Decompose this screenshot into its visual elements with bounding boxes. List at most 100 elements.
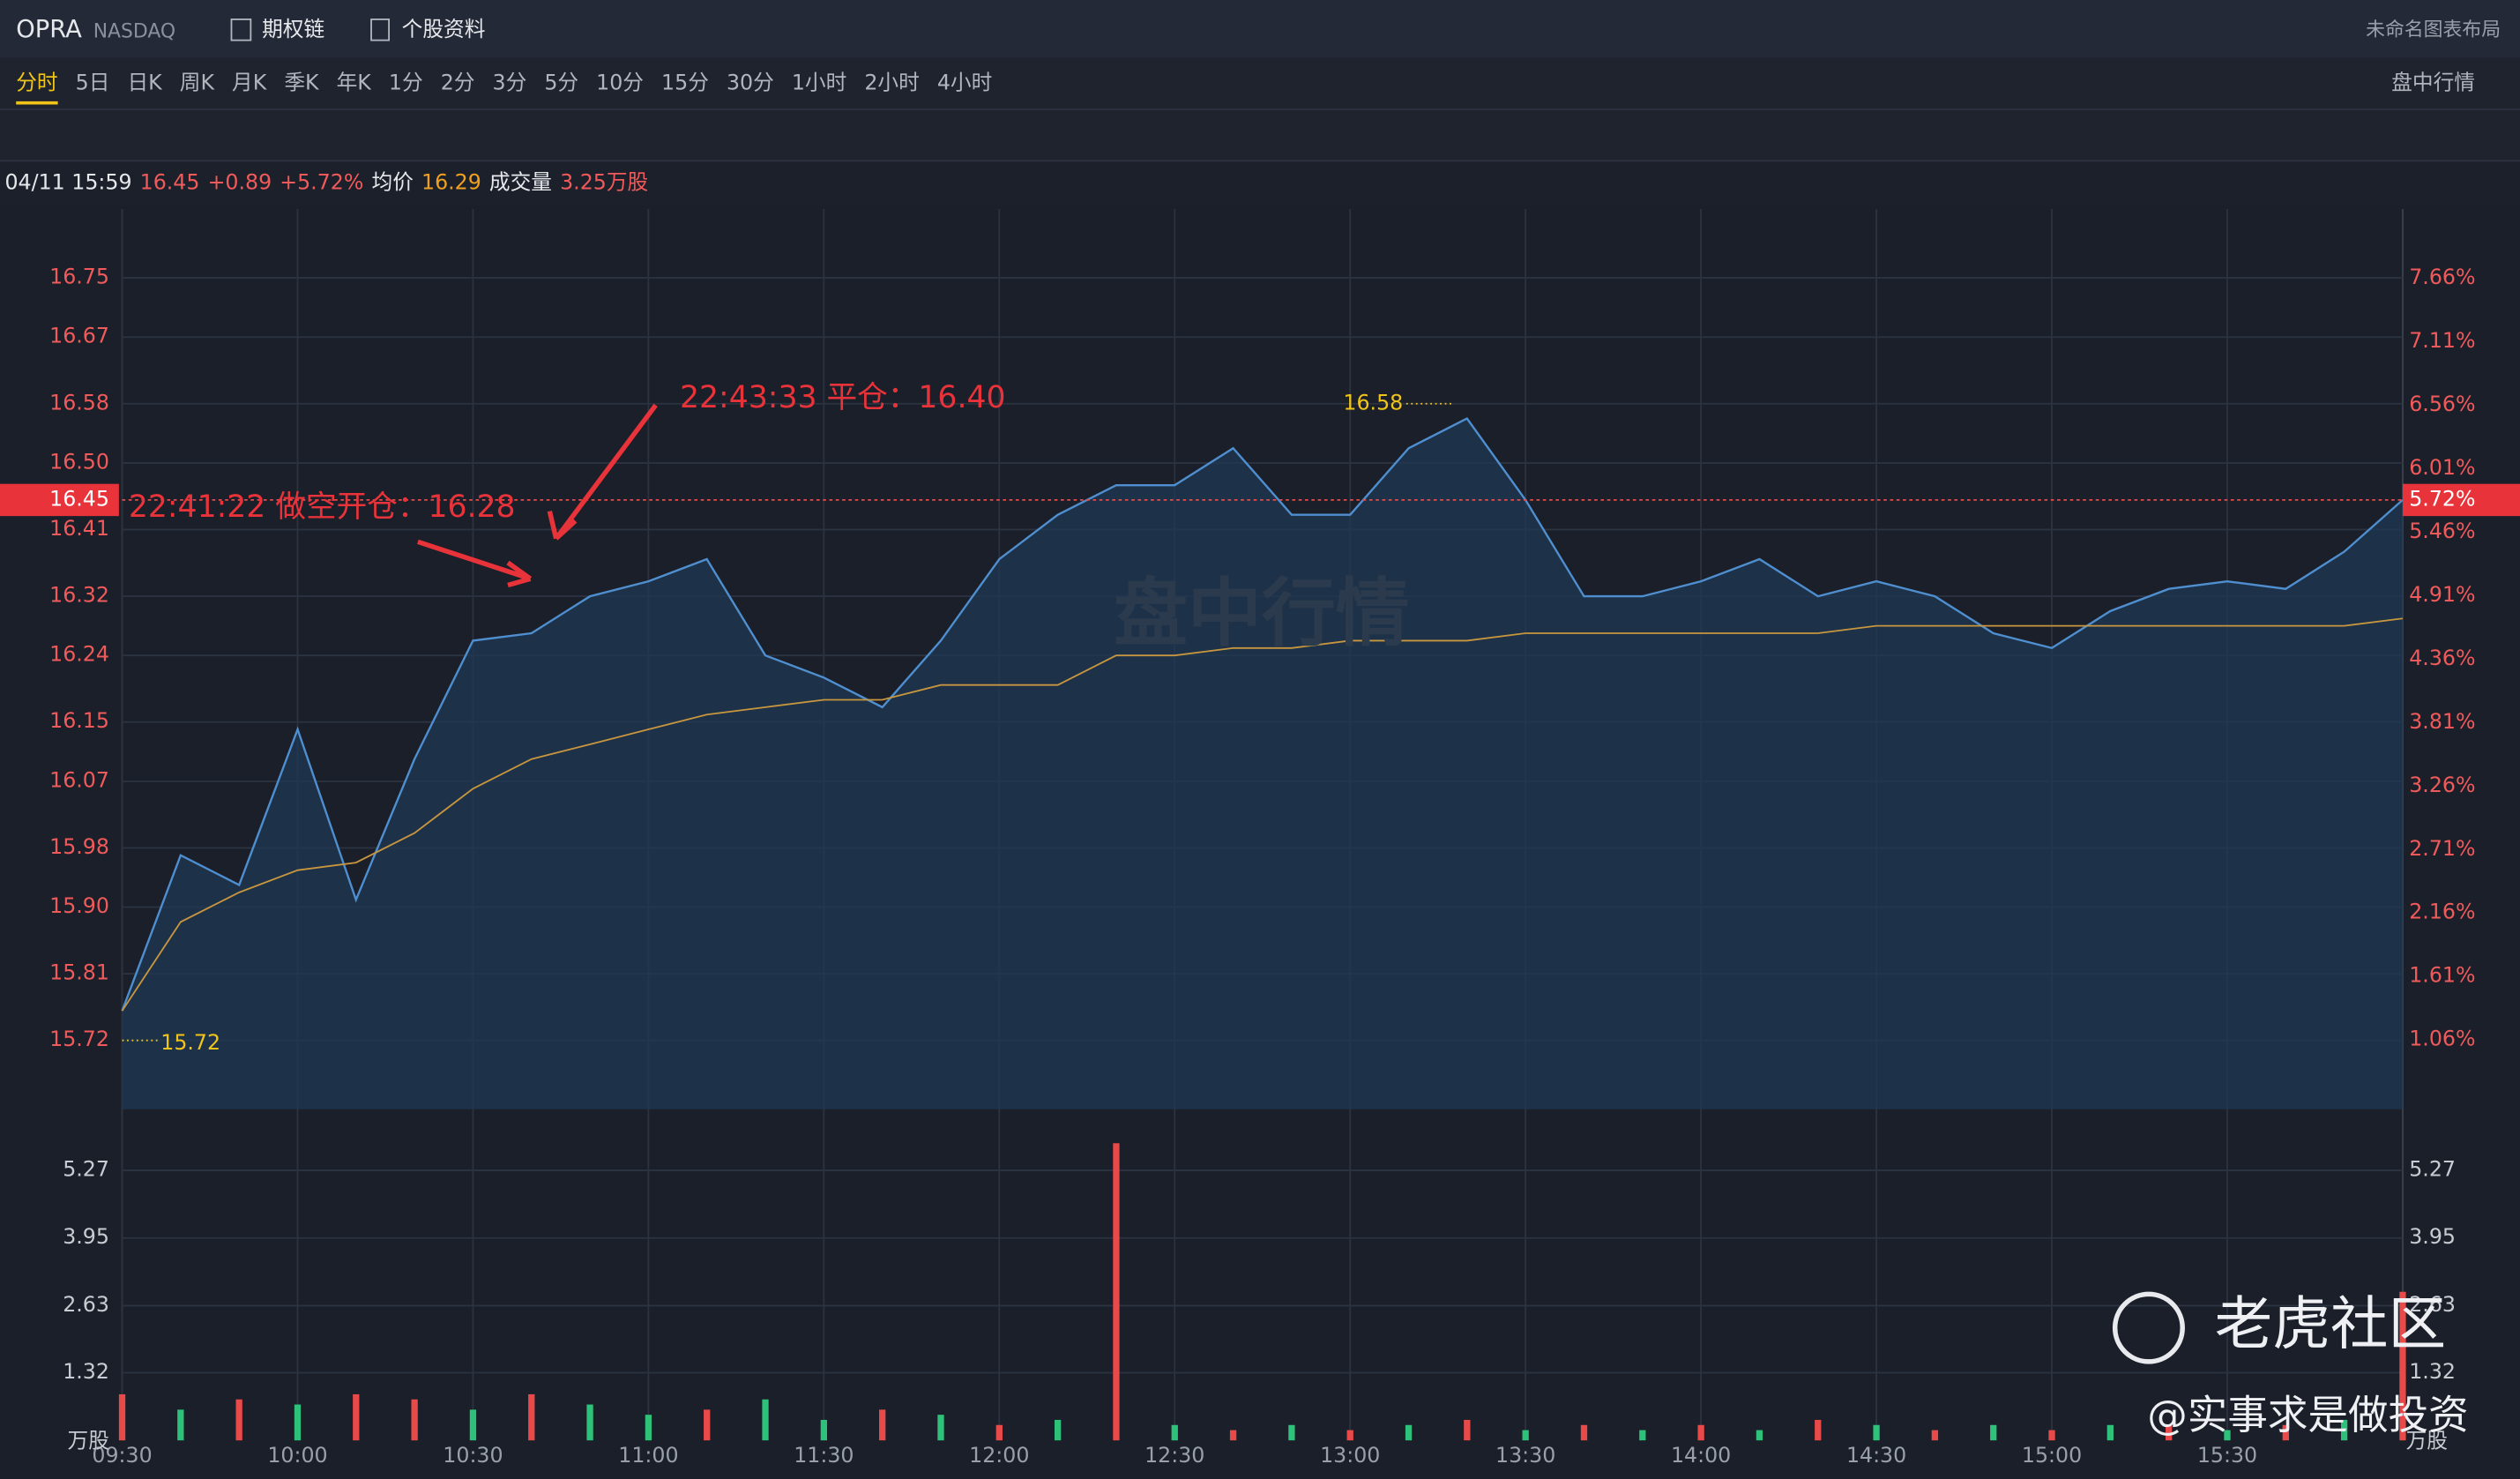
quote-row: 04/11 15:59 16.45 +0.89 +5.72% 均价 16.29 成交量 3.2… — [4, 169, 648, 194]
brand-logo — [2112, 1291, 2185, 1364]
volume-bar — [411, 1399, 418, 1441]
x-tick-label: 10:30 — [443, 1443, 503, 1468]
volume-tick-label: 5.27 — [63, 1157, 109, 1182]
x-tick-label: 14:30 — [1846, 1443, 1906, 1468]
volume-tick-label: 2.63 — [2409, 1292, 2456, 1317]
x-tick-label: 13:00 — [1320, 1443, 1380, 1468]
watermark: 盘中行情 — [1114, 571, 1409, 657]
y-tick-label: 16.32 — [49, 583, 109, 608]
period-tab[interactable]: 4小时 — [937, 70, 992, 94]
volume-bar — [1697, 1424, 1704, 1441]
volume-bar — [1580, 1424, 1588, 1441]
y-tick-label: 16.75 — [49, 265, 109, 289]
y2-tick-label: 3.26% — [2409, 773, 2475, 797]
volume-bar — [2282, 1424, 2289, 1441]
average-line — [121, 617, 2404, 1012]
period-tab[interactable]: 15分 — [661, 70, 709, 94]
volume-bar — [1873, 1424, 1880, 1441]
price-line — [121, 416, 2404, 1012]
layout-name[interactable]: 未命名图表布局 — [2366, 19, 2501, 41]
volume-bar — [937, 1415, 944, 1441]
last-pct-label: 5.72% — [2409, 486, 2475, 511]
period-tab[interactable]: 3分 — [493, 70, 527, 94]
volume-bar — [1756, 1430, 1763, 1441]
quote-field: +5.72% — [280, 169, 363, 194]
volume-bar — [2166, 1424, 2173, 1441]
y-tick-label: 16.24 — [49, 642, 109, 667]
period-tab[interactable]: 1分 — [389, 70, 423, 94]
x-tick-label: 12:30 — [1144, 1443, 1204, 1468]
y-tick-label: 16.67 — [49, 324, 109, 348]
period-tab[interactable]: 1小时 — [792, 70, 846, 94]
volume-bar — [1171, 1424, 1178, 1441]
volume-bar — [2106, 1424, 2114, 1441]
y2-tick-label: 4.91% — [2409, 582, 2475, 607]
volume-bar — [995, 1424, 1003, 1441]
y2-tick-label: 1.06% — [2409, 1027, 2475, 1051]
period-tab[interactable]: 年K — [337, 70, 373, 94]
low-label: 15.72 — [160, 1030, 220, 1055]
volume-bar — [1815, 1419, 1822, 1441]
volume-bar — [1346, 1430, 1353, 1441]
period-tab[interactable]: 月K — [232, 70, 268, 94]
volume-bar — [1464, 1419, 1471, 1441]
period-tab[interactable]: 周K — [180, 70, 216, 94]
volume-bar — [1931, 1430, 1939, 1441]
period-tab[interactable]: 2小时 — [864, 70, 919, 94]
volume-bar — [1229, 1430, 1237, 1441]
volume-unit: 万股 — [2406, 1429, 2448, 1453]
y2-tick-label: 4.36% — [2409, 646, 2475, 670]
y-tick-label: 16.07 — [49, 767, 109, 792]
y2-tick-label: 3.81% — [2409, 709, 2475, 734]
price-area — [122, 418, 2403, 1109]
quote-field: 04/11 15:59 — [4, 169, 131, 194]
period-tab[interactable]: 分时 — [16, 70, 57, 94]
x-tick-label: 12:00 — [969, 1443, 1029, 1468]
volume-bar — [235, 1399, 242, 1441]
symbol[interactable]: OPRA — [16, 16, 82, 43]
top-bar — [0, 0, 2520, 58]
volume-bar — [1288, 1424, 1295, 1441]
chart: 09:30 10:00 10:30 11:00 11:30 12:00 12:30 13:00… — [0, 209, 2520, 1468]
volume-bar — [645, 1415, 652, 1441]
y2-tick-label: 6.56% — [2409, 392, 2475, 416]
volume-bar — [294, 1404, 302, 1441]
annotation: 22:43:33 平仓：16.40 — [680, 380, 1006, 415]
x-tick-label: 11:30 — [794, 1443, 854, 1468]
x-tick-label: 15:30 — [2197, 1443, 2257, 1468]
y-tick-label: 15.72 — [49, 1027, 109, 1051]
market-menu[interactable]: 盘中行情 — [2391, 70, 2475, 94]
volume-bar — [528, 1393, 535, 1441]
x-tick-label: 11:00 — [618, 1443, 678, 1468]
volume-bar — [2224, 1430, 2231, 1441]
volume-bar — [2340, 1419, 2348, 1441]
period-tab[interactable]: 季K — [284, 70, 320, 94]
volume-bar — [1990, 1424, 1997, 1441]
y-tick-label: 15.90 — [49, 893, 109, 918]
quote-field: 均价 — [372, 169, 414, 194]
volume-bar — [2048, 1430, 2055, 1441]
brand: 老虎社区 — [2215, 1291, 2446, 1358]
annotation: 22:41:22 做空开仓：16.28 — [129, 489, 516, 525]
period-tab[interactable]: 2分 — [441, 70, 475, 94]
period-tab[interactable]: 5分 — [544, 70, 578, 94]
volume-bar — [704, 1409, 711, 1441]
volume-tick-label: 5.27 — [2409, 1157, 2456, 1182]
period-tab[interactable]: 日K — [127, 70, 163, 94]
option-chain[interactable]: 期权链 — [262, 17, 324, 41]
volume-unit: 万股 — [68, 1429, 109, 1453]
volume-tick-label: 1.32 — [63, 1359, 109, 1384]
volume-bar — [586, 1404, 593, 1441]
period-tab[interactable]: 30分 — [727, 70, 774, 94]
period-tab[interactable]: 5日 — [76, 70, 110, 94]
x-tick-label: 13:30 — [1495, 1443, 1555, 1468]
volume-bar — [879, 1409, 886, 1441]
period-tab[interactable]: 10分 — [596, 70, 644, 94]
volume-bar — [1113, 1143, 1120, 1441]
period-tabs: 分时 5日 日K 周K 月K 季K 年K 1分 2分 3分 5分 10分 15分 30分 1小时 2小时 4小时 — [16, 70, 992, 105]
profile[interactable]: 个股资料 — [402, 17, 486, 41]
y-tick-label: 15.81 — [49, 960, 109, 985]
volume-bar — [1054, 1419, 1062, 1441]
y2-tick-label: 1.61% — [2409, 963, 2475, 988]
